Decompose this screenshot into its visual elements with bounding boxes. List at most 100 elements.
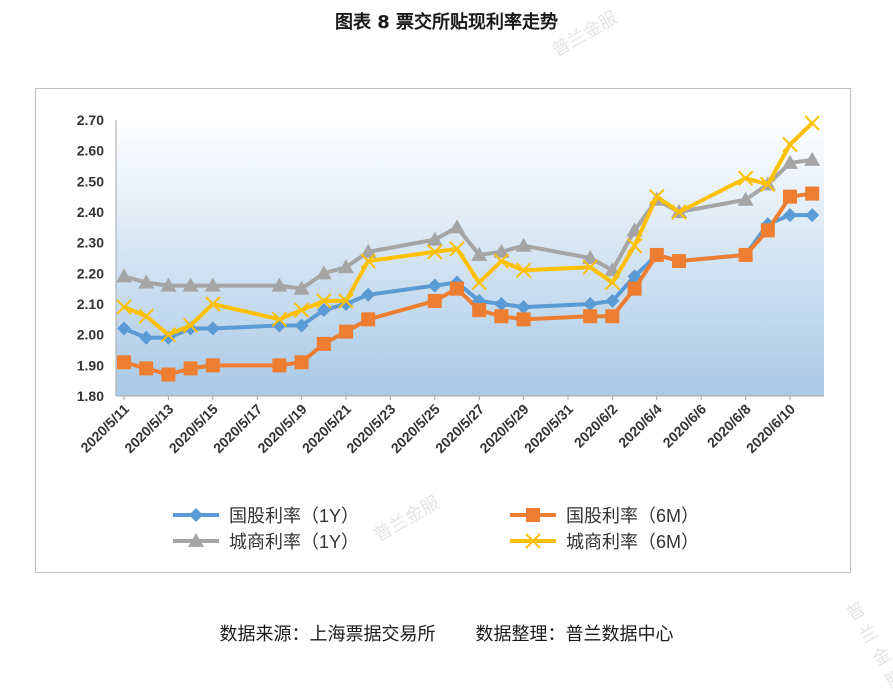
x-tick-label: 2020/6/10 (743, 401, 799, 457)
x-tick-label: 2020/6/2 (571, 401, 621, 451)
data-point (605, 293, 620, 308)
data-point (472, 303, 487, 318)
data-point (526, 508, 540, 522)
data-point (493, 243, 510, 258)
data-point (188, 533, 204, 547)
data-point (117, 355, 131, 370)
data-point (117, 321, 131, 336)
data-point (627, 281, 642, 296)
data-point (427, 244, 443, 260)
data-point (782, 154, 798, 169)
data-point (138, 308, 154, 324)
data-point (293, 302, 310, 318)
data-point (204, 277, 221, 292)
data-point (182, 317, 199, 334)
data-point (515, 237, 532, 252)
data-point (361, 287, 376, 302)
x-tick-label: 2020/5/31 (521, 401, 577, 457)
data-point (271, 277, 288, 292)
legend-label: 国股利率（6M） (566, 506, 699, 526)
data-point (805, 208, 820, 223)
data-point (493, 253, 510, 269)
data-point (427, 278, 442, 293)
y-tick-label: 2.70 (77, 112, 104, 128)
data-point (449, 241, 465, 257)
data-point (182, 277, 199, 292)
data-point (804, 151, 821, 166)
data-point (449, 219, 465, 234)
data-point (582, 250, 599, 264)
data-point (294, 318, 309, 333)
x-tick-label: 2020/6/6 (659, 401, 709, 451)
series-x (116, 115, 820, 343)
data-point (672, 254, 686, 269)
data-point (516, 300, 531, 315)
chart-frame (35, 88, 851, 573)
data-point (293, 280, 310, 295)
data-point (783, 208, 797, 223)
data-point (339, 324, 353, 339)
data-point (760, 176, 776, 193)
data-point (471, 246, 488, 261)
data-point (738, 247, 753, 262)
series-square (117, 186, 820, 382)
data-point (450, 281, 464, 296)
y-tick-label: 1.90 (77, 357, 104, 373)
data-point (205, 358, 220, 373)
data-point (427, 293, 442, 308)
data-point (360, 243, 377, 258)
data-point (271, 311, 288, 328)
data-point (583, 309, 598, 324)
data-point (205, 321, 220, 336)
data-point (138, 274, 155, 289)
series-triangle (116, 151, 821, 295)
data-point (583, 297, 598, 311)
data-point (783, 189, 797, 204)
y-tick-label: 2.20 (77, 265, 104, 281)
data-point (361, 312, 376, 327)
data-point (161, 367, 176, 382)
data-point (139, 330, 154, 345)
line-chart: 1.80 1.90 2.00 2.10 2.20 2.30 2.40 2.50 2.60 2.70… (77, 112, 824, 552)
data-point (516, 312, 531, 327)
legend-label: 城商利率（6M） (566, 532, 699, 552)
data-point (360, 253, 376, 269)
data-point (139, 361, 154, 376)
data-point (160, 277, 177, 292)
data-point (316, 293, 332, 309)
data-point (737, 170, 754, 186)
data-point (494, 309, 509, 324)
x-tick-label: 2020/6/4 (615, 401, 665, 451)
y-tick-label: 2.50 (77, 173, 104, 189)
data-point (338, 293, 354, 309)
source-line: 数据来源：上海票据交易所 数据整理：普兰数据中心 (0, 620, 893, 646)
data-point (582, 259, 598, 275)
data-point (782, 136, 798, 153)
data-point (272, 358, 287, 373)
y-tick-label: 2.30 (77, 235, 104, 251)
data-point (649, 188, 665, 205)
chart-title: 图表 8 票交所贴现利率走势 (334, 12, 559, 33)
data-point (316, 303, 331, 318)
data-point (116, 299, 132, 315)
y-tick-label: 2.00 (77, 327, 104, 343)
data-point (205, 296, 221, 312)
data-point (294, 355, 309, 370)
data-point (671, 204, 687, 220)
data-point (426, 231, 443, 246)
y-tick-label: 2.40 (77, 204, 104, 220)
data-point (515, 262, 532, 278)
legend-label: 国股利率（1Y） (229, 506, 359, 526)
data-point (804, 115, 820, 131)
y-tick-label: 2.10 (77, 296, 104, 312)
legend-label: 城商利率（1Y） (229, 532, 359, 552)
data-source-text: 数据来源：上海票据交易所 (219, 624, 436, 645)
data-point (649, 247, 664, 262)
data-arranged-text: 数据整理：普兰数据中心 (475, 624, 674, 645)
data-point (116, 268, 132, 283)
data-point (316, 336, 331, 351)
data-point (183, 361, 198, 376)
data-point (494, 297, 509, 311)
data-point (189, 508, 203, 522)
data-point (525, 533, 541, 549)
